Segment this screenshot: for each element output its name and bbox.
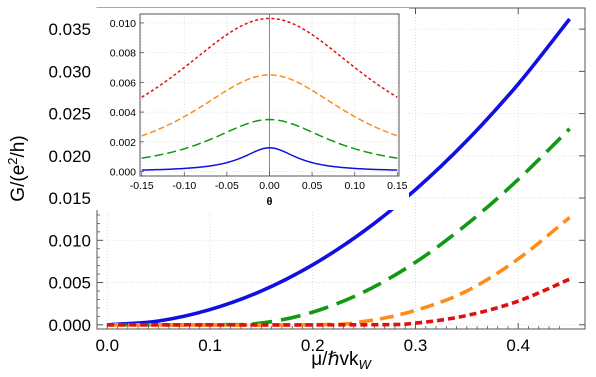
inset-x-axis-title: θ bbox=[267, 196, 273, 208]
inset-x-tick-label-5: 0.10 bbox=[344, 180, 365, 192]
inset-y-tick-label-1: 0.002 bbox=[110, 137, 136, 149]
x-tick-label-1: 0.1 bbox=[198, 336, 222, 355]
inset-plot: -0.15 -0.10 -0.05 0.00 0.05 0.10 0.15 0.000 0.00… bbox=[94, 8, 409, 210]
inset-x-tick-label-0: -0.15 bbox=[130, 180, 154, 192]
y-tick-label-6: 0.030 bbox=[48, 62, 91, 81]
x-axis-title: μ/ℏvkW bbox=[311, 349, 372, 372]
series-line-2 bbox=[107, 216, 571, 327]
inset-series-line-2 bbox=[141, 118, 398, 159]
inset-y-tick-label-4: 0.008 bbox=[110, 48, 136, 60]
inset-x-tick-label-2: -0.05 bbox=[215, 180, 239, 192]
inset-x-tick-label-3: 0.00 bbox=[259, 180, 280, 192]
x-tick-label-0: 0.0 bbox=[95, 336, 119, 355]
x-tick-label-3: 0.3 bbox=[404, 336, 428, 355]
series-line-3 bbox=[107, 277, 571, 327]
inset-y-tick-label-3: 0.006 bbox=[110, 77, 136, 89]
inset-y-tick-label-0: 0.000 bbox=[110, 167, 136, 179]
y-tick-label-5: 0.025 bbox=[48, 105, 91, 124]
inset-y-tick-label-5: 0.010 bbox=[110, 18, 136, 30]
x-tick-label-4: 0.4 bbox=[506, 336, 530, 355]
inset-x-tick-label-1: -0.10 bbox=[172, 180, 196, 192]
y-tick-label-0: 0.000 bbox=[48, 316, 91, 335]
inset-x-tick-label-4: 0.05 bbox=[302, 180, 323, 192]
y-tick-label-4: 0.020 bbox=[48, 147, 91, 166]
y-tick-label-1: 0.005 bbox=[48, 274, 91, 293]
inset-x-tick-label-6: 0.15 bbox=[387, 180, 408, 192]
y-tick-label-2: 0.010 bbox=[48, 231, 91, 250]
x-tick-label-2: 0.2 bbox=[301, 336, 325, 355]
series-line-0 bbox=[107, 17, 572, 327]
inset-series-line-3 bbox=[141, 147, 398, 171]
y-tick-label-7: 0.035 bbox=[48, 20, 91, 39]
inset-y-tick-label-2: 0.004 bbox=[110, 107, 136, 119]
inset-series-line-1 bbox=[141, 74, 398, 137]
y-tick-label-3: 0.015 bbox=[48, 189, 91, 208]
inset-series-line-0 bbox=[141, 17, 398, 98]
y-axis-title: G/(e2/h) bbox=[5, 135, 29, 201]
